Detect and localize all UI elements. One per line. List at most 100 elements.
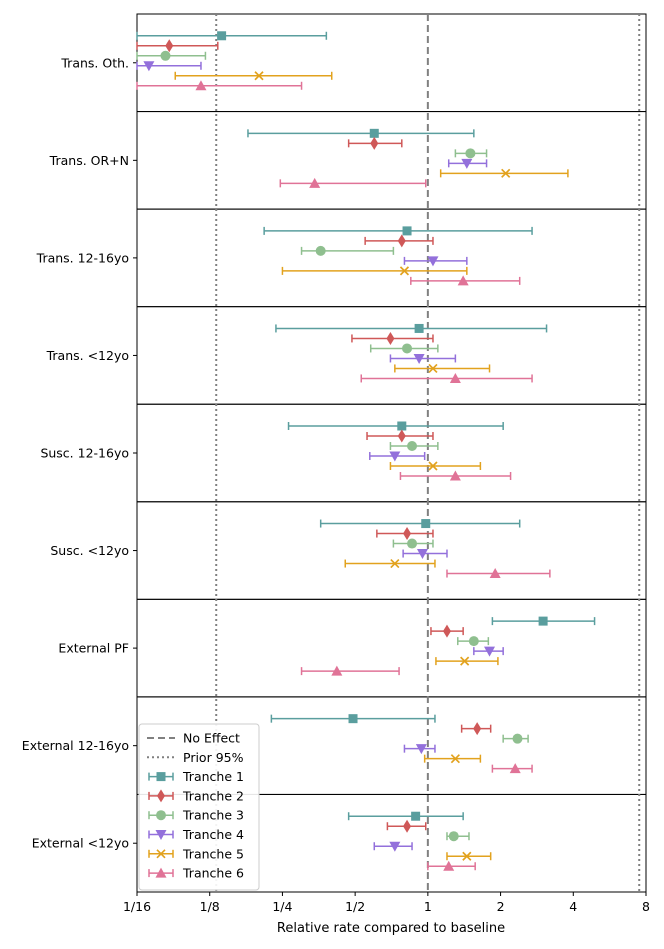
panel-estimates [347, 811, 492, 871]
x-tick-label: 8 [642, 899, 650, 914]
reference-lines [215, 14, 641, 892]
point-marker [403, 527, 412, 541]
point-marker [397, 421, 407, 431]
estimate-tranche-1 [287, 421, 504, 431]
estimate-tranche-3 [369, 343, 439, 354]
legend-label: Prior 95% [183, 750, 244, 765]
point-marker [443, 860, 455, 871]
point-marker [461, 158, 473, 169]
x-tick-label: 2 [497, 899, 505, 914]
point-marker [468, 636, 479, 647]
point-marker [450, 754, 460, 764]
point-marker [309, 177, 321, 188]
estimate-tranche-2 [136, 39, 219, 53]
estimate-tranche-3 [300, 245, 395, 256]
point-marker [165, 39, 174, 53]
panel-label: Trans. 12-16yo [36, 250, 129, 265]
point-marker [331, 665, 343, 676]
estimate-tranche-1 [270, 714, 436, 724]
panel-estimates [275, 323, 548, 383]
point-marker [389, 841, 401, 852]
legend-entry: Tranche 6 [148, 866, 244, 881]
point-marker [460, 656, 470, 666]
point-marker [407, 538, 418, 549]
estimate-tranche-2 [430, 624, 464, 638]
x-tick-label: 1/2 [345, 899, 365, 914]
point-marker [512, 733, 523, 744]
estimate-tranche-6 [279, 177, 427, 188]
legend-swatch [148, 810, 174, 821]
x-tick-label: 1/4 [272, 899, 292, 914]
x-tick-label: 1/16 [123, 899, 151, 914]
point-marker [421, 519, 431, 529]
point-marker [415, 744, 427, 755]
panel-label: Susc. <12yo [50, 543, 129, 558]
legend-label: Tranche 4 [182, 827, 244, 842]
estimate-tranche-6 [399, 470, 512, 481]
panel-label: Susc. 12-16yo [40, 446, 129, 461]
panel-estimates [270, 714, 533, 774]
estimate-tranche-5 [174, 71, 333, 81]
panel-estimates [287, 421, 512, 481]
estimate-tranche-1 [136, 31, 328, 41]
point-marker [370, 136, 379, 150]
point-marker [386, 331, 395, 345]
legend-label: Tranche 6 [182, 866, 244, 881]
panel-label: Trans. Oth. [60, 55, 129, 70]
panel-estimates [247, 128, 569, 188]
estimate-tranche-2 [386, 819, 427, 833]
point-marker [348, 714, 358, 724]
legend-swatch [148, 789, 174, 803]
legend-swatch [148, 849, 174, 859]
point-marker [402, 226, 412, 236]
point-marker [413, 353, 425, 364]
estimate-tranche-6 [300, 665, 400, 676]
estimate-tranche-3 [389, 441, 439, 451]
point-marker [442, 624, 451, 638]
point-marker [315, 245, 326, 256]
panels: Trans. Oth. Trans. OR+N Trans. 12-16yo Tran… [22, 13, 647, 893]
panel-estimates [263, 226, 533, 286]
estimate-tranche-6 [136, 80, 303, 91]
legend-entry: No Effect [147, 731, 240, 746]
legend-label: Tranche 3 [182, 808, 244, 823]
point-marker [402, 343, 413, 354]
point-marker [389, 451, 401, 462]
point-marker [155, 867, 167, 878]
point-marker [155, 830, 167, 840]
panel-label: Trans. <12yo [46, 348, 129, 363]
estimate-tranche-1 [319, 519, 521, 529]
point-marker [457, 275, 469, 286]
point-marker [449, 470, 461, 481]
point-marker [414, 323, 424, 333]
estimate-tranche-4 [369, 451, 426, 462]
estimate-tranche-5 [439, 168, 569, 178]
point-marker [411, 811, 421, 821]
panel-estimates [136, 31, 333, 91]
point-marker [156, 810, 166, 821]
estimate-tranche-4 [136, 61, 202, 72]
point-marker [428, 461, 438, 471]
legend-box [138, 723, 260, 891]
panel-frame [136, 501, 647, 600]
legend-swatch [148, 830, 174, 840]
panel-frame [136, 598, 647, 698]
panel-frame [136, 111, 647, 210]
point-marker [407, 441, 418, 451]
panel-label: External PF [58, 641, 129, 656]
estimate-tranche-3 [502, 733, 529, 744]
legend-entry: Prior 95% [147, 750, 244, 765]
point-marker [195, 80, 207, 91]
panel-estimates [300, 616, 596, 676]
point-marker [449, 372, 461, 383]
legend-entry: Tranche 2 [148, 788, 244, 803]
estimate-tranche-4 [473, 646, 504, 657]
estimate-tranche-6 [491, 763, 533, 774]
estimate-tranche-1 [491, 616, 596, 626]
estimate-tranche-2 [364, 234, 434, 248]
estimate-tranche-1 [263, 226, 533, 236]
estimate-tranche-5 [423, 754, 482, 764]
estimate-tranche-6 [427, 860, 476, 871]
estimate-tranche-4 [402, 549, 448, 560]
